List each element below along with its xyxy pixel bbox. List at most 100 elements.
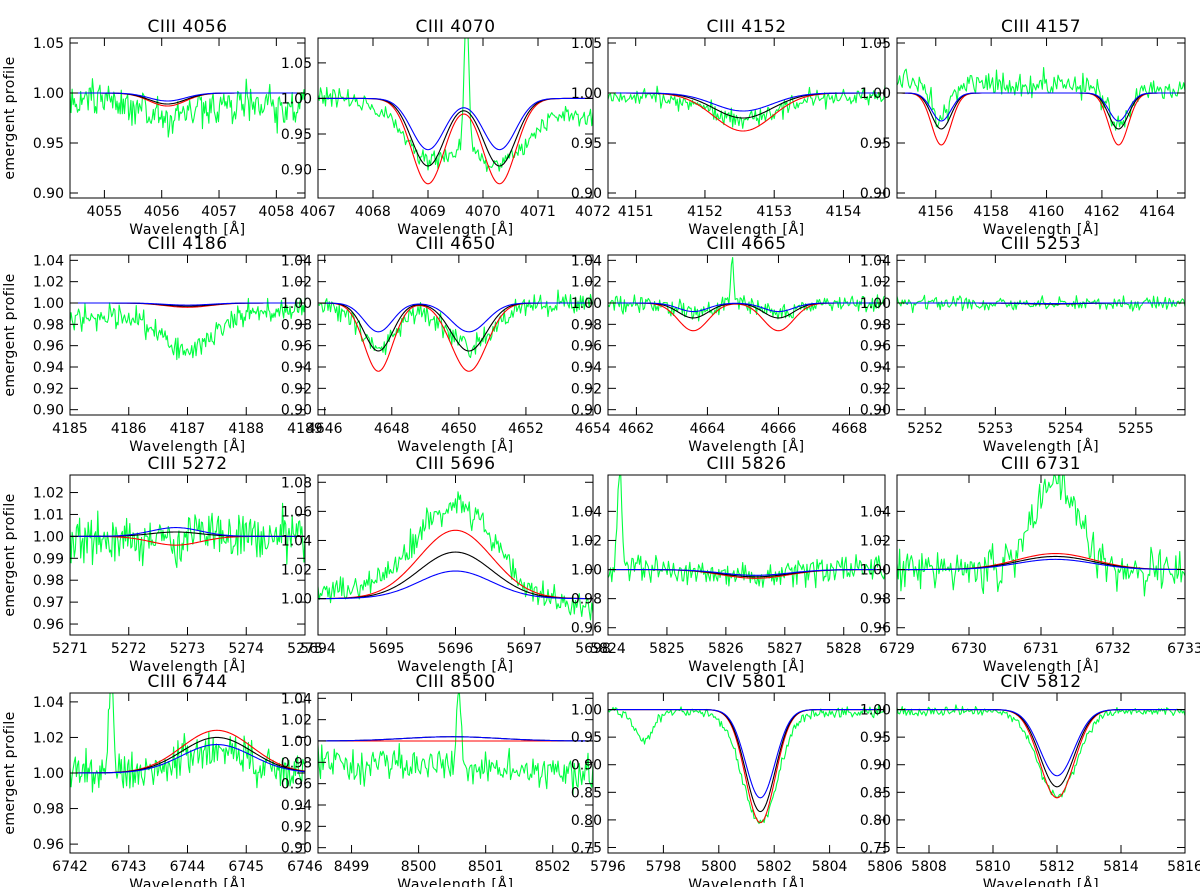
y-tick-label: 0.92	[860, 381, 891, 397]
x-tick-label: 8502	[535, 859, 571, 875]
x-tick-label: 4662	[619, 421, 655, 437]
model-red-line	[897, 92, 1185, 146]
x-tick-label: 5814	[1103, 859, 1139, 875]
x-tick-label: 5816	[1167, 859, 1200, 875]
model-black-line	[608, 709, 885, 813]
y-tick-label: 0.95	[33, 136, 64, 152]
plot-frame	[69, 37, 306, 199]
x-tick-label: 4185	[52, 421, 88, 437]
x-tick-label: 4666	[761, 421, 797, 437]
y-tick-label: 0.98	[33, 573, 64, 589]
x-tick-label: 4158	[973, 204, 1009, 220]
plot-frame	[607, 37, 886, 199]
chart-title: CIII 5826	[706, 454, 786, 474]
chart-panel: CIII 5253 5252 5253 5254 5255 0.90 0.92 0.94 0.9…	[860, 234, 1186, 455]
x-tick-label: 4164	[1139, 204, 1175, 220]
x-tick-label: 5697	[506, 641, 542, 657]
y-tick-label: 0.92	[571, 381, 602, 397]
y-tick-label: 1.02	[860, 275, 891, 291]
observed-spectrum-line	[70, 78, 305, 138]
model-blue-line	[70, 744, 305, 774]
y-tick-label: 1.02	[571, 533, 602, 549]
x-tick-label: 6730	[951, 641, 987, 657]
y-tick-label: 1.00	[33, 529, 64, 545]
model-blue-line	[608, 302, 885, 313]
observed-spectrum-line	[318, 491, 593, 621]
x-axis-label: Wavelength [Å]	[688, 658, 804, 675]
x-tick-label: 5810	[975, 859, 1011, 875]
y-tick-label: 0.85	[571, 785, 602, 801]
model-red-line	[608, 92, 885, 132]
x-tick-label: 4069	[410, 204, 446, 220]
x-tick-label: 4188	[228, 421, 264, 437]
x-tick-label: 6745	[228, 859, 264, 875]
y-tick-label: 1.00	[571, 703, 602, 719]
y-tick-label: 1.02	[281, 275, 312, 291]
chart-panel: CIII 4186 4185 4186 4187 4188 4189 0.90 0.92 0.9…	[2, 234, 323, 455]
x-tick-label: 5798	[646, 859, 682, 875]
model-blue-line	[897, 92, 1185, 122]
plot-frame	[896, 254, 1186, 416]
x-tick-label: 4068	[355, 204, 391, 220]
y-tick-label: 1.02	[281, 563, 312, 579]
y-tick-label: 1.01	[33, 507, 64, 523]
plot-frame	[607, 474, 886, 636]
y-tick-label: 0.90	[571, 758, 602, 774]
x-tick-label: 5828	[826, 641, 862, 657]
chart-panel: CIV 5812 5808 5810 5812 5814 5816 0.75 0.80 0.85…	[860, 672, 1200, 887]
y-tick-label: 1.05	[281, 56, 312, 72]
x-axis-label: Wavelength [Å]	[397, 221, 513, 238]
plot-frame	[69, 254, 306, 416]
y-tick-label: 0.98	[571, 592, 602, 608]
x-tick-label: 4154	[826, 204, 862, 220]
x-tick-label: 4153	[756, 204, 792, 220]
model-black-line	[897, 709, 1185, 788]
chart-title: CIV 5812	[1000, 672, 1081, 692]
chart-title: CIII 4157	[1001, 17, 1081, 37]
y-tick-label: 1.00	[281, 592, 312, 608]
x-axis-label: Wavelength [Å]	[397, 658, 513, 675]
y-tick-label: 1.04	[571, 253, 602, 269]
model-blue-line	[897, 302, 1185, 305]
y-tick-label: 1.00	[281, 734, 312, 750]
x-axis-label: Wavelength [Å]	[129, 658, 245, 675]
model-blue-line	[608, 569, 885, 576]
y-tick-label: 0.95	[281, 127, 312, 143]
x-tick-label: 5804	[812, 859, 848, 875]
y-tick-label: 1.04	[33, 253, 64, 269]
x-tick-label: 6733	[1167, 641, 1200, 657]
y-tick-label: 0.90	[860, 186, 891, 202]
x-tick-label: 5271	[52, 641, 88, 657]
y-tick-label: 1.00	[571, 86, 602, 102]
y-tick-label: 0.85	[860, 785, 891, 801]
y-tick-label: 1.00	[860, 296, 891, 312]
x-tick-label: 5274	[228, 641, 264, 657]
y-tick-label: 0.90	[860, 758, 891, 774]
y-tick-label: 0.98	[860, 592, 891, 608]
x-tick-label: 8499	[334, 859, 370, 875]
y-tick-label: 1.02	[33, 486, 64, 502]
y-tick-label: 0.95	[571, 730, 602, 746]
x-tick-label: 4650	[441, 421, 477, 437]
x-tick-label: 6729	[879, 641, 915, 657]
x-tick-label: 4057	[201, 204, 237, 220]
model-red-line	[318, 97, 593, 185]
observed-spectrum-line	[608, 475, 885, 589]
x-tick-label: 5808	[911, 859, 947, 875]
y-tick-label: 0.92	[33, 381, 64, 397]
observed-spectrum-line	[70, 502, 305, 569]
x-tick-label: 5806	[867, 859, 903, 875]
chart-title: CIII 4665	[706, 234, 786, 254]
observed-spectrum-line	[897, 66, 1185, 131]
y-tick-label: 1.00	[571, 296, 602, 312]
x-tick-label: 4189	[287, 421, 323, 437]
y-tick-label: 1.00	[860, 86, 891, 102]
x-tick-label: 4152	[687, 204, 723, 220]
y-tick-label: 0.95	[860, 730, 891, 746]
x-axis-label: Wavelength [Å]	[397, 876, 513, 887]
x-tick-label: 5800	[701, 859, 737, 875]
x-tick-label: 5827	[767, 641, 803, 657]
x-tick-label: 5253	[978, 421, 1014, 437]
chart-title: CIII 4056	[147, 17, 227, 37]
observed-spectrum-line	[70, 297, 305, 361]
